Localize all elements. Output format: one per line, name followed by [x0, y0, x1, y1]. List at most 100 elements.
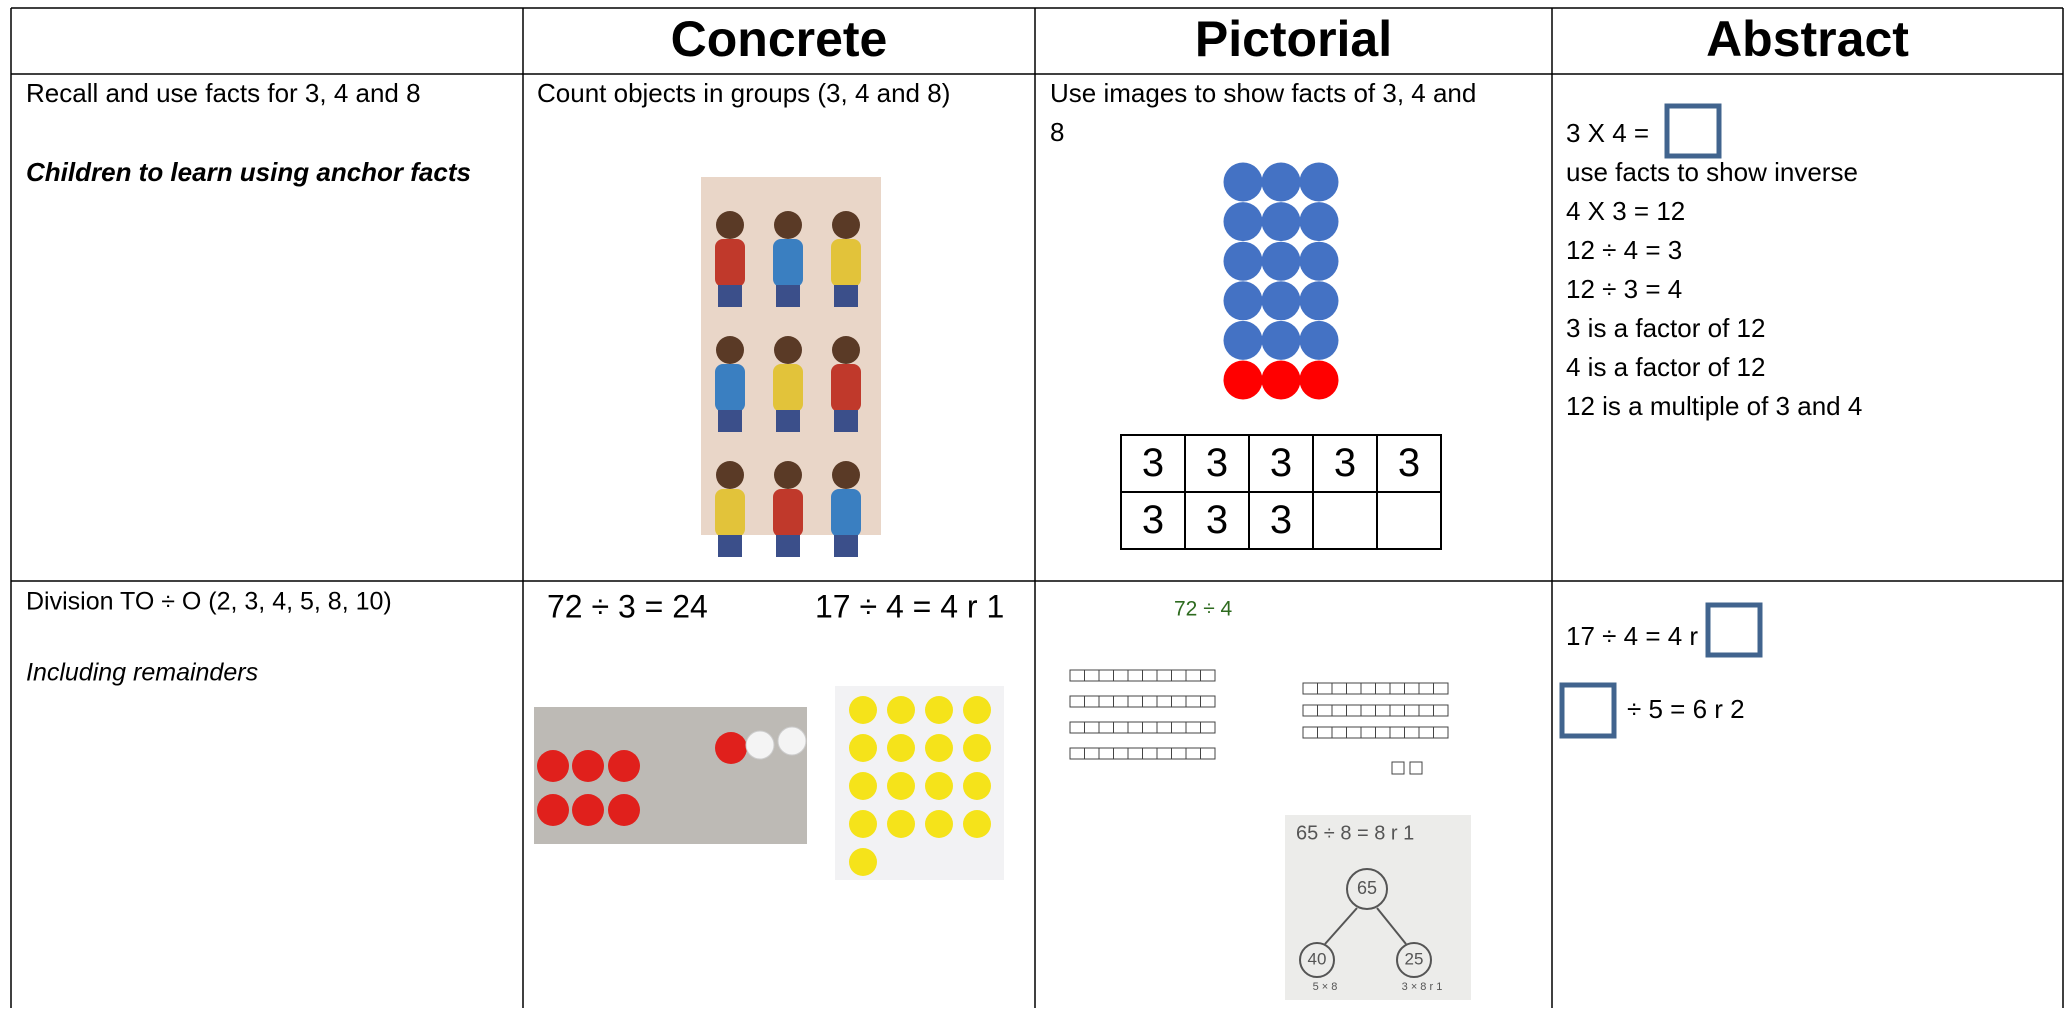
abstract-line: 17 ÷ 4 = 4 r	[1566, 621, 1698, 651]
column-header: Abstract	[1706, 11, 1909, 67]
grid-number: 3	[1270, 441, 1292, 485]
grid-number: 3	[1206, 498, 1228, 542]
pictorial-text: 8	[1050, 117, 1064, 147]
figure-head	[832, 461, 860, 489]
ten-rod-unit	[1127, 695, 1143, 708]
counter-dot	[1223, 202, 1263, 242]
ten-rod-unit	[1389, 726, 1405, 739]
ten-rod-unit	[1069, 721, 1085, 734]
ten-rod-unit	[1433, 726, 1449, 739]
note: Children to learn using anchor facts	[26, 157, 471, 187]
red-counter	[715, 732, 747, 764]
ten-rod-unit	[1317, 704, 1333, 717]
abstract-prompt: 3 X 4 =	[1566, 118, 1649, 148]
figure-legs	[776, 535, 800, 557]
column-header: Pictorial	[1195, 11, 1392, 67]
ten-rod-unit	[1200, 721, 1216, 734]
figure-head	[716, 336, 744, 364]
abstract-line: use facts to show inverse	[1566, 157, 1858, 187]
note: Including remainders	[26, 659, 258, 687]
ten-rod-unit	[1418, 704, 1434, 717]
figure-body	[715, 489, 745, 537]
ten-rod-unit	[1302, 682, 1318, 695]
abstract-line: 4 X 3 = 12	[1566, 196, 1685, 226]
ten-rod-unit	[1113, 695, 1129, 708]
figure-body	[831, 489, 861, 537]
unit-cube	[1409, 761, 1423, 775]
figure-head	[716, 211, 744, 239]
figure-body	[831, 364, 861, 412]
ten-rod-unit	[1404, 682, 1420, 695]
arrow	[1324, 907, 1358, 945]
ten-rod-unit	[1142, 695, 1158, 708]
ten-rod-unit	[1200, 669, 1216, 682]
abstract-line: 3 is a factor of 12	[1566, 313, 1765, 343]
ten-rod-unit	[1185, 695, 1201, 708]
ten-rod-unit	[1404, 726, 1420, 739]
ten-rod-unit	[1433, 682, 1449, 695]
ten-rod-unit	[1360, 682, 1376, 695]
ten-rod-unit	[1375, 682, 1391, 695]
ten-rod-unit	[1098, 669, 1114, 682]
counter-dot	[1223, 241, 1263, 281]
photo-red-counters	[534, 707, 807, 844]
pictorial-text: Use images to show facts of 3, 4 and	[1050, 78, 1476, 108]
red-counter	[608, 794, 640, 826]
red-counter	[572, 750, 604, 782]
ten-rod-unit	[1418, 682, 1434, 695]
ten-rod-unit	[1084, 695, 1100, 708]
answer-box	[1705, 602, 1763, 658]
ten-rod-unit	[1317, 682, 1333, 695]
ten-rod-unit	[1185, 669, 1201, 682]
ten-rod-unit	[1375, 726, 1391, 739]
concrete-equation: 72 ÷ 3 = 24	[547, 588, 708, 624]
arrow	[1376, 907, 1407, 945]
handwritten-whole: 65	[1357, 878, 1377, 898]
ten-rod-unit	[1156, 721, 1172, 734]
concrete-text: Count objects in groups (3, 4 and 8)	[537, 78, 950, 108]
figure-body	[773, 364, 803, 412]
yellow-counter	[963, 810, 991, 838]
ten-rod-unit	[1098, 695, 1114, 708]
figure-body	[715, 239, 745, 287]
photo-handwritten	[1285, 815, 1471, 1000]
ten-rod-unit	[1346, 726, 1362, 739]
counter-dot	[1299, 202, 1339, 242]
grid-number: 3	[1270, 498, 1292, 542]
white-counter	[745, 730, 775, 760]
figure-body	[773, 239, 803, 287]
yellow-counter	[887, 810, 915, 838]
ten-rod-unit	[1331, 726, 1347, 739]
yellow-counter	[849, 848, 877, 876]
red-counter	[608, 750, 640, 782]
figure-legs	[718, 285, 742, 307]
grid-number: 3	[1142, 498, 1164, 542]
yellow-counter	[925, 696, 953, 724]
yellow-counter	[963, 734, 991, 762]
white-counter	[777, 726, 807, 756]
ten-rod-unit	[1404, 704, 1420, 717]
yellow-counter	[963, 772, 991, 800]
ten-rod-unit	[1084, 747, 1100, 760]
ten-rod-unit	[1069, 669, 1085, 682]
counter-dot	[1299, 241, 1339, 281]
handwritten-part: 25	[1405, 949, 1424, 968]
figure-legs	[834, 535, 858, 557]
ten-rod-unit	[1156, 747, 1172, 760]
counter-dot	[1261, 360, 1301, 400]
yellow-counter	[963, 696, 991, 724]
counter-dot	[1261, 241, 1301, 281]
ten-rod-unit	[1389, 682, 1405, 695]
ten-rod-unit	[1200, 695, 1216, 708]
yellow-counter	[849, 772, 877, 800]
ten-rod-unit	[1346, 682, 1362, 695]
grid-number: 3	[1142, 441, 1164, 485]
ten-rod-unit	[1331, 682, 1347, 695]
counter-dot	[1261, 162, 1301, 202]
counter-dot	[1299, 360, 1339, 400]
ten-rod-unit	[1142, 721, 1158, 734]
ten-rod-unit	[1142, 669, 1158, 682]
handwritten-equation: 65 ÷ 8 = 8 r 1	[1296, 822, 1414, 844]
objective: Division TO ÷ O (2, 3, 4, 5, 8, 10)	[26, 588, 392, 616]
